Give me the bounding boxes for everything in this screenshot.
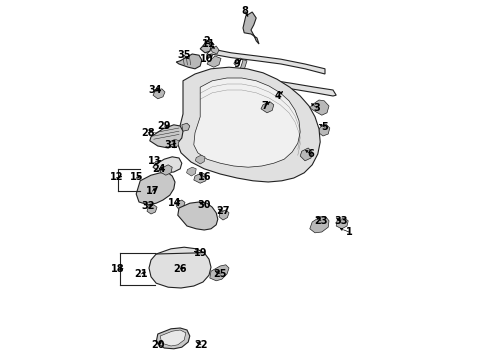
Polygon shape <box>153 89 165 99</box>
Polygon shape <box>200 41 212 53</box>
Text: 4: 4 <box>274 91 281 101</box>
Text: 18: 18 <box>111 264 124 274</box>
Polygon shape <box>207 49 325 74</box>
Text: 26: 26 <box>173 264 187 274</box>
Text: 29: 29 <box>157 121 171 131</box>
Polygon shape <box>136 173 175 205</box>
Text: 8: 8 <box>242 6 248 16</box>
Text: 28: 28 <box>142 128 155 138</box>
Polygon shape <box>149 247 211 288</box>
Polygon shape <box>160 330 186 346</box>
Polygon shape <box>177 67 320 182</box>
Polygon shape <box>241 76 336 96</box>
Text: 24: 24 <box>152 164 166 174</box>
Text: 14: 14 <box>168 198 182 208</box>
Text: 12: 12 <box>109 172 123 182</box>
Polygon shape <box>207 56 221 67</box>
Polygon shape <box>160 165 172 175</box>
Text: 10: 10 <box>200 54 214 64</box>
Polygon shape <box>178 202 218 230</box>
Polygon shape <box>243 12 259 44</box>
Polygon shape <box>170 139 179 148</box>
Text: 34: 34 <box>148 85 162 95</box>
Polygon shape <box>274 90 292 105</box>
Polygon shape <box>234 58 247 72</box>
Polygon shape <box>156 328 190 349</box>
Text: 2: 2 <box>204 36 210 46</box>
Polygon shape <box>194 78 300 167</box>
Text: 11: 11 <box>202 39 216 49</box>
Text: 32: 32 <box>142 201 155 211</box>
Polygon shape <box>261 102 274 113</box>
Polygon shape <box>219 210 229 220</box>
Text: 1: 1 <box>345 227 352 237</box>
Polygon shape <box>310 100 329 115</box>
Polygon shape <box>176 200 185 210</box>
Polygon shape <box>150 125 183 148</box>
Polygon shape <box>211 46 219 54</box>
Text: 17: 17 <box>146 186 159 196</box>
Polygon shape <box>182 123 190 131</box>
Text: 27: 27 <box>216 206 230 216</box>
Polygon shape <box>318 124 330 136</box>
Polygon shape <box>187 167 196 176</box>
Text: 5: 5 <box>321 122 328 132</box>
Text: 13: 13 <box>148 156 162 166</box>
Polygon shape <box>196 155 205 164</box>
Polygon shape <box>194 173 207 183</box>
Text: 20: 20 <box>151 340 165 350</box>
Text: 30: 30 <box>197 200 211 210</box>
Text: 16: 16 <box>197 172 211 182</box>
Polygon shape <box>210 265 229 281</box>
Polygon shape <box>153 157 182 173</box>
Text: 19: 19 <box>194 248 207 258</box>
Text: 33: 33 <box>334 216 348 226</box>
Text: 31: 31 <box>164 140 178 150</box>
Text: 22: 22 <box>194 340 208 350</box>
Text: 21: 21 <box>134 269 148 279</box>
Text: 23: 23 <box>314 216 328 226</box>
Text: 6: 6 <box>308 149 315 159</box>
Text: 3: 3 <box>314 103 320 113</box>
Text: 15: 15 <box>129 172 143 182</box>
Polygon shape <box>336 218 348 229</box>
Polygon shape <box>310 217 329 233</box>
Text: 9: 9 <box>234 59 241 69</box>
Text: 7: 7 <box>262 101 269 111</box>
Text: 25: 25 <box>214 269 227 279</box>
Text: 35: 35 <box>177 50 191 60</box>
Polygon shape <box>300 148 312 161</box>
Polygon shape <box>176 54 202 69</box>
Polygon shape <box>147 205 157 214</box>
